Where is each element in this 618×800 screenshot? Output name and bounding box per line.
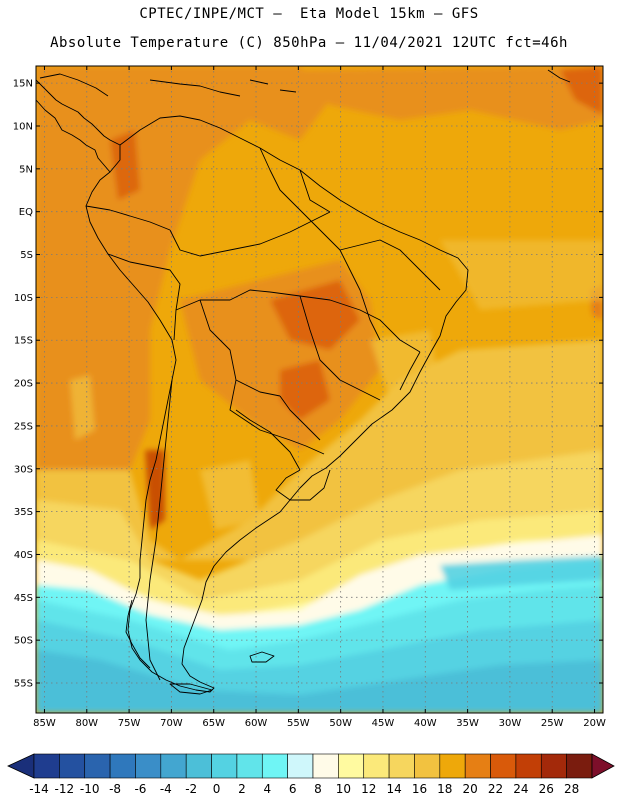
latitude-axis: 15N 10N 5N EQ 5S 10S 15S 20S 25S 30S 35S 40S 45S 50S 5… [13, 79, 603, 690]
colorbar-tick-label: 20 [463, 782, 478, 796]
colorbar-swatch [287, 753, 314, 779]
colorbar-swatch [160, 753, 187, 779]
colorbar-swatch [540, 753, 567, 779]
colorbar-tick-label: 8 [314, 782, 322, 796]
map-frame [35, 65, 604, 714]
colorbar-tick-label: 24 [513, 782, 528, 796]
lon-tick-label: 55W [287, 718, 310, 729]
colorbar-under-arrow [7, 753, 35, 779]
map-title-line-2: Absolute Temperature (C) 850hPa – 11/04/… [50, 35, 568, 51]
lat-tick-label: 5S [20, 250, 33, 261]
lat-tick-label: 50S [14, 636, 33, 647]
colorbar-tick-label: 0 [213, 782, 221, 796]
colorbar-tick-label: 22 [488, 782, 503, 796]
lon-tick-label: 45W [372, 718, 395, 729]
lon-tick-label: 50W [329, 718, 352, 729]
colorbar-tick-label: -4 [160, 782, 172, 796]
coastlines-and-borders [36, 69, 571, 695]
colorbar-swatch [566, 753, 593, 779]
colorbar-swatch [515, 753, 542, 779]
lon-tick-label: 40W [414, 718, 437, 729]
lat-tick-label: 10N [13, 121, 33, 132]
lon-tick-label: 80W [75, 718, 98, 729]
colorbar-swatch [490, 753, 517, 779]
lat-tick-label: 30S [14, 464, 33, 475]
colorbar-over-arrow [591, 753, 615, 779]
lat-tick-label: 55S [14, 679, 33, 690]
lon-tick-label: 65W [202, 718, 225, 729]
colorbar-swatch [84, 753, 111, 779]
colorbar-swatch [211, 753, 238, 779]
lat-tick-label: 15N [13, 79, 33, 90]
lat-tick-label: 20S [14, 379, 33, 390]
colorbar-tick-label: -2 [185, 782, 197, 796]
colorbar-swatch [261, 753, 288, 779]
lat-tick-label: 5N [19, 164, 33, 175]
colorbar-tick-label: 14 [386, 782, 401, 796]
colorbar-tick-label: 12 [361, 782, 376, 796]
lat-tick-label: 25S [14, 421, 33, 432]
colorbar-swatch [464, 753, 491, 779]
colorbar-swatch [338, 753, 365, 779]
lat-tick-label: 35S [14, 507, 33, 518]
colorbar-tick-label: 16 [412, 782, 427, 796]
colorbar-swatch [135, 753, 162, 779]
lat-tick-label: 45S [14, 593, 33, 604]
lon-tick-label: 60W [245, 718, 268, 729]
colorbar-swatch [33, 753, 60, 779]
colorbar-tick-label: 26 [539, 782, 554, 796]
colorbar-tick-label: -10 [80, 782, 100, 796]
colorbar-swatch [388, 753, 415, 779]
lon-tick-label: 85W [33, 718, 56, 729]
colorbar-tick-label: 18 [437, 782, 452, 796]
lat-tick-label: EQ [19, 207, 33, 218]
colorbar-swatch [59, 753, 86, 779]
lon-tick-label: 35W [456, 718, 479, 729]
colorbar-tick-label: -14 [29, 782, 49, 796]
lat-tick-label: 40S [14, 550, 33, 561]
colorbar-tick-label: -12 [55, 782, 75, 796]
map-title-line-1: CPTEC/INPE/MCT – Eta Model 15km – GFS [139, 6, 479, 22]
lon-tick-label: 20W [583, 718, 606, 729]
colorbar-tick-label: 2 [238, 782, 246, 796]
colorbar-tick-label: 28 [564, 782, 579, 796]
longitude-axis: 85W 80W 75W 70W 65W 60W 55W 50W 45W 40W 35W 30W 25W 2… [33, 66, 606, 729]
lat-tick-label: 10S [14, 293, 33, 304]
colorbar-swatch [185, 753, 212, 779]
lon-tick-label: 70W [160, 718, 183, 729]
colorbar-tick-label: -8 [109, 782, 121, 796]
colorbar-tick-label: -6 [134, 782, 146, 796]
colorbar-swatch [363, 753, 390, 779]
colorbar-swatch [236, 753, 263, 779]
temperature-colorbar: -14 -12 -10 -8 -6 -4 -2 0 2 4 6 8 10 12 14 16 18 20 22 24 26… [7, 753, 615, 796]
colorbar-tick-label: 10 [336, 782, 351, 796]
colorbar-swatch [414, 753, 441, 779]
colorbar-tick-label: 4 [263, 782, 271, 796]
colorbar-swatch [109, 753, 136, 779]
lat-tick-label: 15S [14, 336, 33, 347]
temperature-field [36, 66, 603, 713]
colorbar-swatch [439, 753, 466, 779]
lon-tick-label: 25W [541, 718, 564, 729]
colorbar-tick-label: 6 [289, 782, 297, 796]
lon-tick-label: 75W [118, 718, 141, 729]
lon-tick-label: 30W [499, 718, 522, 729]
colorbar-swatch [312, 753, 339, 779]
